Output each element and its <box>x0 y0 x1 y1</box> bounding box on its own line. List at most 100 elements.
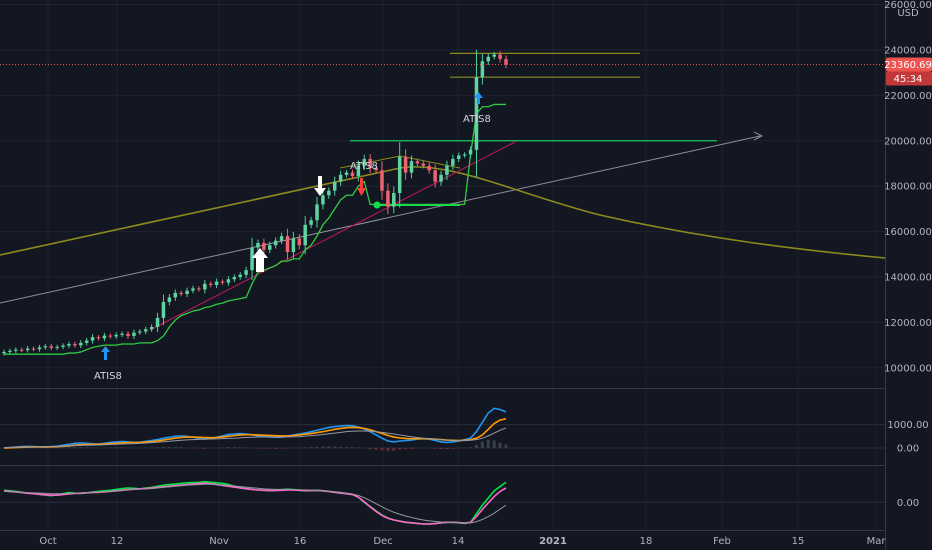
candle-body <box>73 343 77 346</box>
histogram-bar <box>445 448 449 450</box>
y-tick-label: 24000.00 <box>884 45 932 56</box>
histogram-bar <box>350 447 354 448</box>
panel1-axis[interactable]: 1000.00 0.00 <box>887 420 928 454</box>
candle-body <box>108 335 113 337</box>
candle-body <box>256 242 260 248</box>
x-tick-label: Feb <box>713 536 731 547</box>
histogram-bar <box>85 447 89 448</box>
candle-body <box>19 349 24 351</box>
histogram-bar <box>309 447 313 448</box>
candle-body <box>226 279 231 283</box>
candle-body <box>303 224 307 246</box>
candle-body <box>55 346 59 348</box>
histogram-bar <box>150 447 154 448</box>
candle-body <box>474 77 479 150</box>
trailing-stop-series <box>4 103 506 355</box>
candle-body <box>173 292 178 298</box>
histogram-bar <box>79 447 83 448</box>
candle-body <box>149 326 154 330</box>
histogram-bar <box>274 448 278 449</box>
histogram-bar <box>221 447 225 448</box>
candle-body <box>232 277 237 280</box>
candle-body <box>480 61 485 78</box>
candle-body <box>268 245 272 250</box>
x-tick-label: 16 <box>294 536 307 547</box>
histogram-bar <box>156 447 160 448</box>
candle-body <box>2 351 6 354</box>
histogram-bar <box>238 447 242 448</box>
candle-body <box>220 281 225 283</box>
candle-body <box>362 158 367 166</box>
candle-body <box>439 174 443 182</box>
candle-body <box>143 329 148 332</box>
x-tick-label: Dec <box>373 536 392 547</box>
candle-body <box>498 54 502 60</box>
atis-label: ATIS8 <box>94 371 122 382</box>
histogram-bar <box>404 448 408 450</box>
panel2-axis[interactable]: 0.00 <box>897 498 919 509</box>
oscillator-panel-1 <box>0 407 885 451</box>
candle-body <box>132 332 136 337</box>
candle-body <box>90 337 95 341</box>
histogram-bar <box>392 448 396 451</box>
trend-line-ray[interactable] <box>0 135 761 304</box>
candle-body <box>126 333 130 337</box>
candle-body <box>374 168 378 171</box>
candle-body <box>468 149 473 155</box>
histogram-bar <box>386 448 390 451</box>
histogram-bar <box>469 447 473 448</box>
candle-body <box>43 346 48 348</box>
candle-body <box>262 242 266 250</box>
histogram-bar <box>474 444 478 448</box>
candle-body <box>397 156 402 193</box>
histogram-bar <box>179 447 183 448</box>
candle-body <box>197 288 201 290</box>
candlesticks <box>2 49 508 356</box>
histogram-bar <box>161 447 165 448</box>
x-tick-label: Mar <box>867 536 887 547</box>
candle-body <box>504 59 508 65</box>
histogram-bar <box>339 446 343 448</box>
y-tick-label: 12000.00 <box>884 318 932 329</box>
candle-body <box>368 158 372 169</box>
last-price-value: 23360.69 <box>884 60 932 71</box>
y-tick-label: 22000.00 <box>884 91 932 102</box>
candle-body <box>457 155 461 159</box>
y-tick-label: 26000.00 <box>884 0 932 11</box>
buy-arrow-icon <box>252 248 268 272</box>
price-axis[interactable]: USD 10000.00 12000.00 14000.00 16000.00 1800… <box>884 0 932 374</box>
x-tick-label: Nov <box>209 536 229 547</box>
candle-body <box>297 238 302 246</box>
histogram-bar <box>380 448 384 451</box>
red-trend-line[interactable] <box>149 141 516 331</box>
atis-label: ATIS8 <box>350 161 378 172</box>
histogram-bar <box>114 447 118 448</box>
candle-body <box>356 165 361 176</box>
atis-label: ATIS8 <box>463 114 491 125</box>
histogram-bar <box>333 446 337 448</box>
histogram-bar <box>504 444 508 448</box>
candle-body <box>208 283 213 285</box>
y-tick-label: 16000.00 <box>884 227 932 238</box>
candle-body <box>273 240 278 246</box>
histogram-bar <box>280 448 284 449</box>
candle-body <box>96 337 101 339</box>
y-tick-label: 18000.00 <box>884 182 932 193</box>
histogram-bar <box>226 447 230 448</box>
histogram-bar <box>173 447 177 448</box>
candle-body <box>179 292 183 295</box>
candle-body <box>8 350 12 352</box>
candle-body <box>327 190 331 196</box>
histogram-bar <box>61 447 65 448</box>
countdown-value: 45:34 <box>894 74 923 85</box>
candle-body <box>291 238 296 253</box>
y-tick-label: 10000.00 <box>884 363 932 374</box>
time-axis[interactable]: Oct 12 Nov 16 Dec 14 2021 18 Feb 15 Mar <box>39 536 886 547</box>
trailing-stop-line <box>4 103 506 355</box>
histogram-bar <box>262 448 266 449</box>
candle-body <box>386 190 390 207</box>
candle-body <box>250 247 254 271</box>
candle-body <box>185 290 189 295</box>
